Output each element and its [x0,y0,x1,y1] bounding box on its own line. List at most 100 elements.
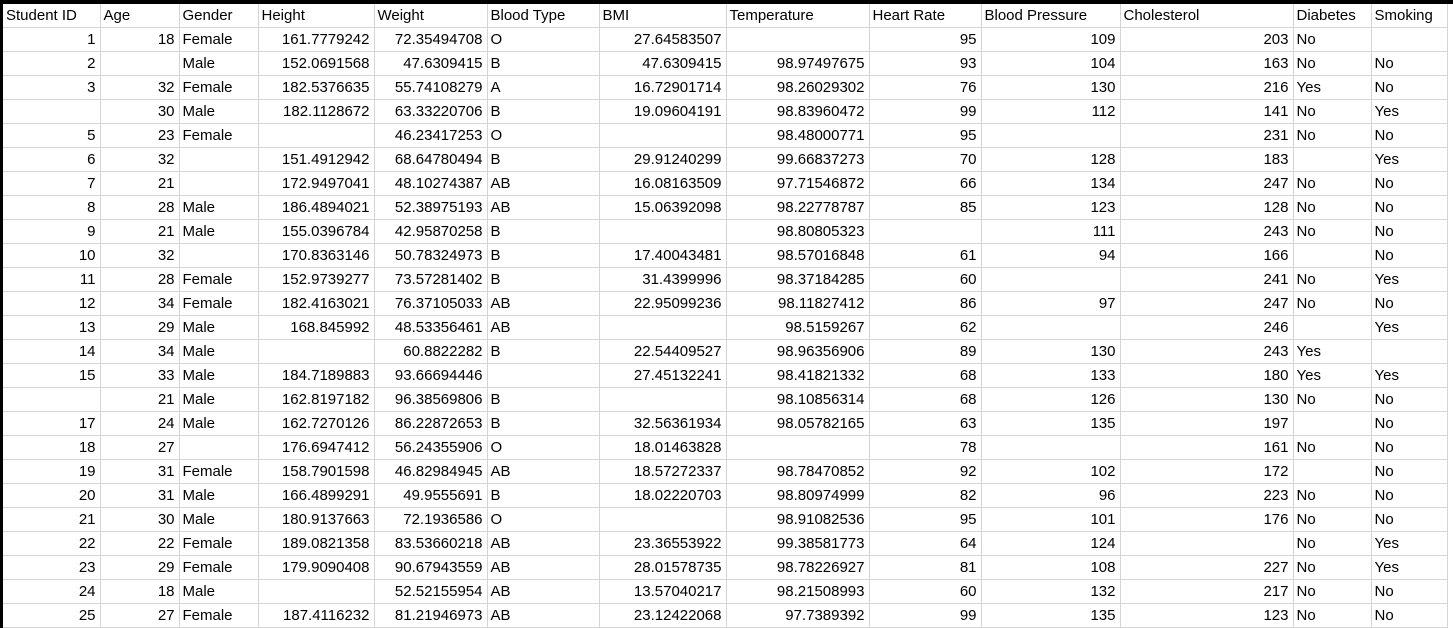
cell-blood-type[interactable]: AB [487,459,600,484]
cell-diabetes[interactable]: No [1293,555,1372,580]
cell-smoking[interactable]: No [1371,243,1448,268]
cell-blood-pressure[interactable]: 130 [981,75,1121,100]
cell-bmi[interactable] [599,387,727,412]
cell-gender[interactable] [179,171,259,196]
cell-gender[interactable]: Female [179,531,259,556]
cell-blood-pressure[interactable]: 108 [981,555,1121,580]
cell-student-id[interactable] [3,387,101,412]
cell-temperature[interactable]: 97.71546872 [726,171,870,196]
cell-heart-rate[interactable]: 86 [869,291,982,316]
cell-weight[interactable]: 72.1936586 [374,507,488,532]
cell-age[interactable]: 27 [100,603,180,628]
cell-age[interactable]: 32 [100,147,180,172]
cell-heart-rate[interactable]: 89 [869,339,982,364]
column-header-smoking[interactable]: Smoking [1371,4,1448,28]
cell-weight[interactable]: 47.6309415 [374,51,488,76]
cell-age[interactable]: 27 [100,435,180,460]
cell-smoking[interactable]: Yes [1371,315,1448,340]
cell-blood-type[interactable]: O [487,27,600,52]
cell-age[interactable]: 21 [100,171,180,196]
cell-smoking[interactable]: Yes [1371,147,1448,172]
cell-heart-rate[interactable]: 60 [869,267,982,292]
cell-blood-type[interactable]: B [487,411,600,436]
cell-blood-type[interactable]: B [487,219,600,244]
cell-cholesterol[interactable]: 243 [1120,219,1294,244]
cell-bmi[interactable]: 32.56361934 [599,411,727,436]
cell-gender[interactable]: Female [179,27,259,52]
cell-diabetes[interactable]: No [1293,291,1372,316]
cell-height[interactable]: 182.4163021 [258,291,375,316]
cell-diabetes[interactable]: No [1293,603,1372,628]
cell-student-id[interactable]: 10 [3,243,101,268]
cell-weight[interactable]: 83.53660218 [374,531,488,556]
cell-height[interactable]: 162.7270126 [258,411,375,436]
cell-blood-type[interactable]: A [487,75,600,100]
cell-blood-pressure[interactable]: 109 [981,27,1121,52]
cell-bmi[interactable] [599,315,727,340]
cell-blood-pressure[interactable]: 97 [981,291,1121,316]
cell-gender[interactable] [179,243,259,268]
cell-temperature[interactable]: 98.11827412 [726,291,870,316]
cell-age[interactable]: 22 [100,531,180,556]
cell-diabetes[interactable]: No [1293,267,1372,292]
cell-temperature[interactable]: 98.05782165 [726,411,870,436]
cell-cholesterol[interactable]: 247 [1120,291,1294,316]
cell-heart-rate[interactable]: 95 [869,507,982,532]
column-header-gender[interactable]: Gender [179,4,259,28]
cell-height[interactable]: 155.0396784 [258,219,375,244]
cell-smoking[interactable] [1371,339,1448,364]
cell-blood-pressure[interactable]: 102 [981,459,1121,484]
cell-student-id[interactable]: 11 [3,267,101,292]
cell-age[interactable]: 30 [100,99,180,124]
cell-diabetes[interactable] [1293,459,1372,484]
column-header-weight[interactable]: Weight [374,4,488,28]
cell-bmi[interactable]: 13.57040217 [599,579,727,604]
cell-age[interactable]: 29 [100,315,180,340]
cell-age[interactable]: 29 [100,555,180,580]
cell-weight[interactable]: 68.64780494 [374,147,488,172]
cell-bmi[interactable]: 17.40043481 [599,243,727,268]
cell-gender[interactable]: Male [179,99,259,124]
cell-cholesterol[interactable]: 241 [1120,267,1294,292]
cell-diabetes[interactable]: No [1293,435,1372,460]
cell-bmi[interactable]: 22.54409527 [599,339,727,364]
cell-height[interactable] [258,579,375,604]
cell-blood-pressure[interactable]: 135 [981,411,1121,436]
cell-diabetes[interactable]: Yes [1293,363,1372,388]
cell-blood-type[interactable]: B [487,99,600,124]
cell-cholesterol[interactable]: 246 [1120,315,1294,340]
cell-heart-rate[interactable]: 76 [869,75,982,100]
cell-student-id[interactable]: 15 [3,363,101,388]
cell-student-id[interactable]: 1 [3,27,101,52]
cell-cholesterol[interactable]: 227 [1120,555,1294,580]
cell-weight[interactable]: 46.23417253 [374,123,488,148]
cell-age[interactable]: 34 [100,339,180,364]
cell-smoking[interactable]: No [1371,75,1448,100]
cell-height[interactable]: 180.9137663 [258,507,375,532]
cell-blood-type[interactable]: B [487,483,600,508]
cell-cholesterol[interactable] [1120,531,1294,556]
cell-smoking[interactable]: Yes [1371,531,1448,556]
cell-height[interactable]: 151.4912942 [258,147,375,172]
cell-bmi[interactable]: 28.01578735 [599,555,727,580]
cell-heart-rate[interactable]: 64 [869,531,982,556]
cell-weight[interactable]: 73.57281402 [374,267,488,292]
cell-blood-type[interactable]: AB [487,171,600,196]
cell-blood-pressure[interactable]: 123 [981,195,1121,220]
cell-height[interactable] [258,123,375,148]
cell-cholesterol[interactable]: 203 [1120,27,1294,52]
cell-weight[interactable]: 46.82984945 [374,459,488,484]
cell-temperature[interactable]: 98.91082536 [726,507,870,532]
cell-blood-pressure[interactable] [981,315,1121,340]
cell-blood-type[interactable]: B [487,267,600,292]
cell-diabetes[interactable]: No [1293,123,1372,148]
cell-temperature[interactable]: 98.10856314 [726,387,870,412]
cell-smoking[interactable]: No [1371,411,1448,436]
cell-heart-rate[interactable]: 78 [869,435,982,460]
cell-cholesterol[interactable]: 243 [1120,339,1294,364]
cell-blood-type[interactable]: B [487,147,600,172]
cell-blood-type[interactable]: B [487,243,600,268]
cell-age[interactable]: 33 [100,363,180,388]
cell-temperature[interactable]: 98.5159267 [726,315,870,340]
cell-age[interactable] [100,51,180,76]
